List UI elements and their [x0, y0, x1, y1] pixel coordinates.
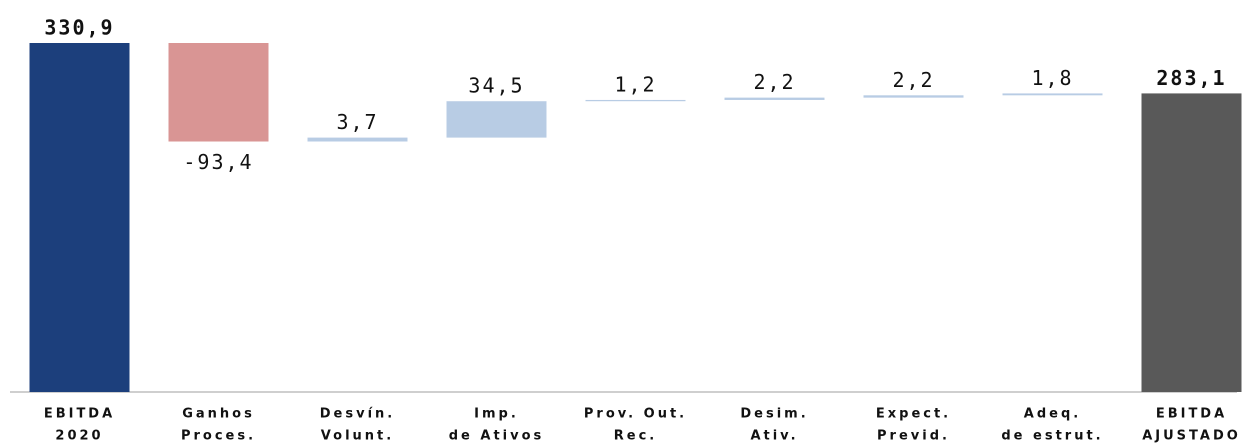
- value-label: 283,1: [1156, 66, 1226, 90]
- bar: [585, 99, 686, 102]
- bar: [724, 97, 825, 100]
- value-label: 2,2: [892, 68, 934, 92]
- x-tick-label: Prov. Out.: [584, 407, 687, 422]
- x-tick-label: Volunt.: [321, 429, 394, 444]
- bar: [1002, 93, 1103, 96]
- x-tick-label: Imp.: [474, 407, 519, 422]
- x-tick-label: 2020: [55, 429, 103, 444]
- x-tick-label: de estrut.: [1001, 429, 1103, 444]
- bar: [1141, 93, 1242, 393]
- x-tick-label: de Ativos: [449, 429, 545, 444]
- x-tick-label: Previd.: [877, 429, 950, 444]
- value-label: 1,2: [614, 72, 656, 96]
- value-label: -93,4: [183, 150, 253, 174]
- bar: [29, 43, 130, 392]
- x-tick-label: Ganhos: [182, 407, 255, 422]
- x-tick-label: EBITDA: [44, 407, 115, 422]
- bar: [168, 43, 269, 142]
- x-tick-label: Ativ.: [750, 429, 798, 444]
- x-tick-label: Rec.: [614, 429, 657, 444]
- x-tick-label: AJUSTADO: [1142, 429, 1241, 444]
- x-tick-label: Adeq.: [1024, 407, 1081, 422]
- bar: [446, 101, 547, 138]
- bar: [307, 137, 408, 142]
- bar: [863, 95, 964, 98]
- value-label: 2,2: [753, 70, 795, 94]
- value-label: 3,7: [336, 110, 378, 134]
- x-tick-label: Proces.: [181, 429, 256, 444]
- value-label: 1,8: [1031, 66, 1073, 90]
- value-label: 330,9: [44, 16, 114, 40]
- x-tick-label: Desim.: [740, 407, 808, 422]
- value-label: 34,5: [468, 74, 524, 98]
- x-tick-label: EBITDA: [1156, 407, 1227, 422]
- x-tick-label: Desvín.: [320, 407, 395, 422]
- x-tick-label: Expect.: [876, 407, 951, 422]
